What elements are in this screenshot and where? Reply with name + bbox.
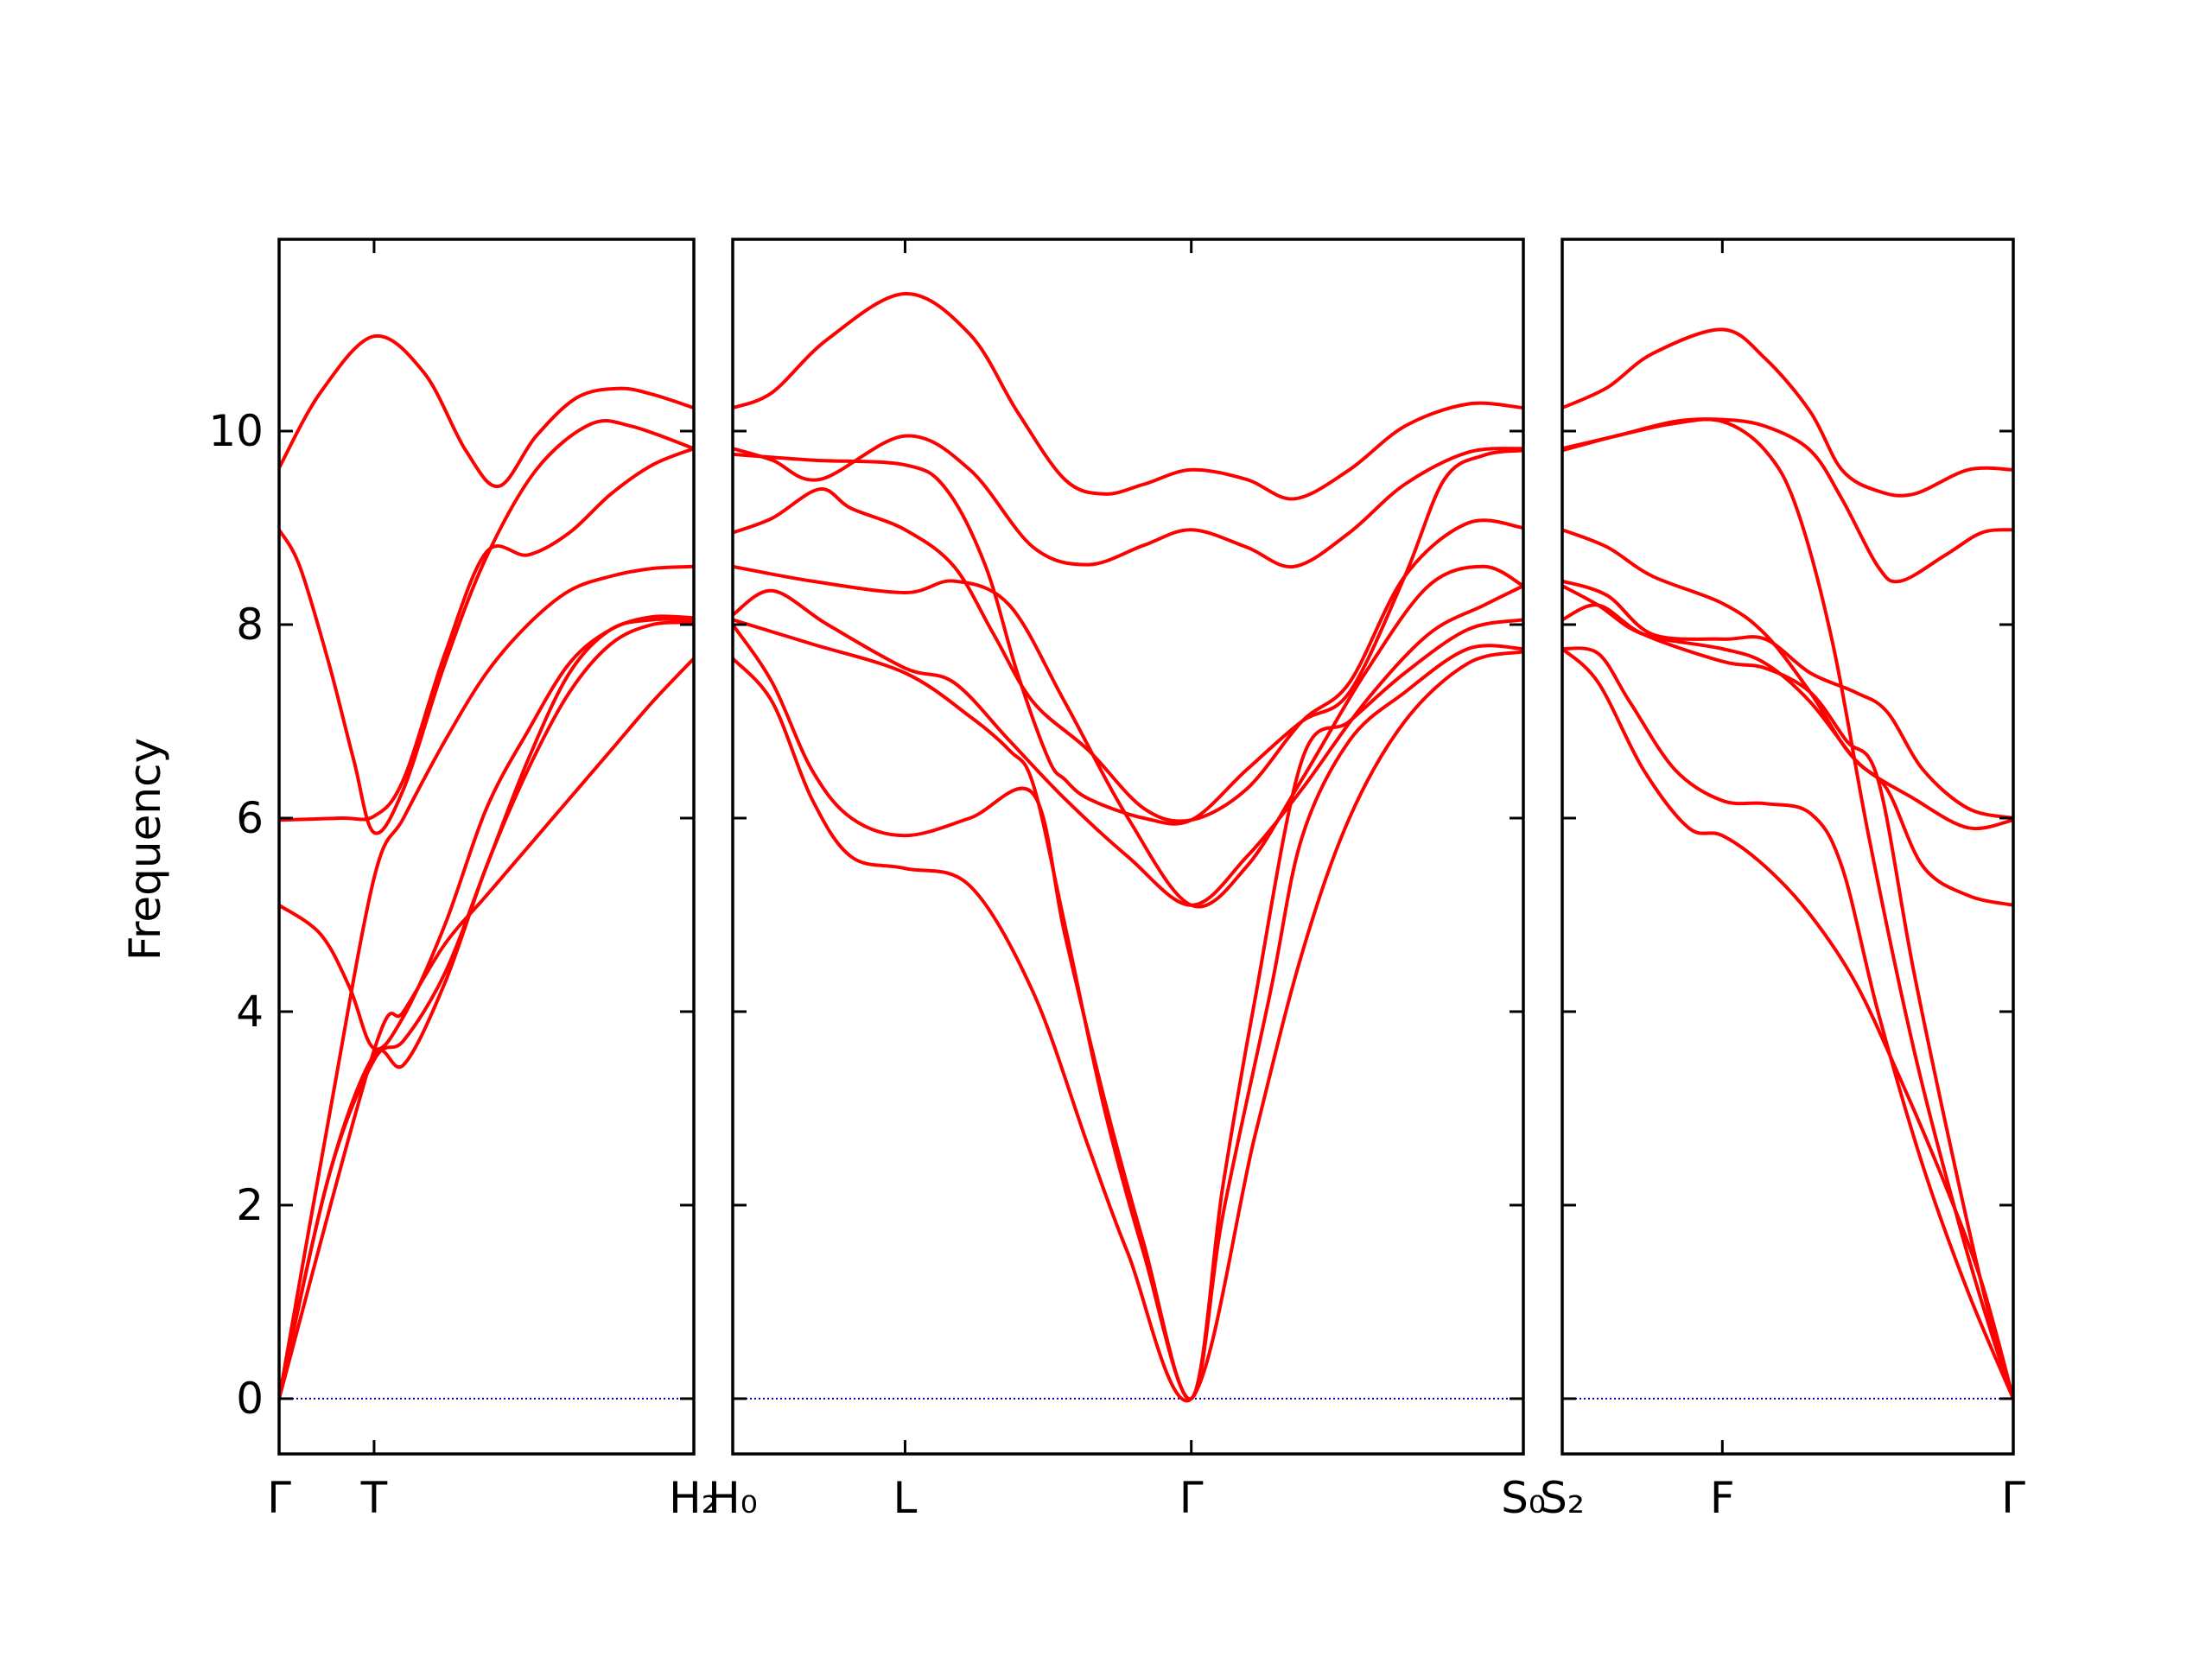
y-tick-label: 0 bbox=[236, 1374, 264, 1424]
phonon-band-line bbox=[733, 584, 1523, 907]
y-tick-label: 8 bbox=[236, 600, 264, 650]
phonon-band-line bbox=[279, 418, 694, 835]
phonon-band-line bbox=[1562, 528, 2013, 831]
x-tick-label: Γ bbox=[2001, 1473, 2025, 1523]
y-tick-label: 2 bbox=[236, 1180, 264, 1230]
panel-frame bbox=[1560, 238, 2015, 1456]
phonon-band-line bbox=[733, 618, 1523, 1401]
phonon-band-line bbox=[279, 447, 694, 822]
phonon-band-line bbox=[1562, 647, 2013, 1400]
y-tick-label: 4 bbox=[236, 987, 264, 1037]
x-tick-label: Γ bbox=[1179, 1473, 1204, 1523]
y-tick-label: 6 bbox=[236, 793, 264, 843]
phonon-band-line bbox=[733, 564, 1523, 909]
x-tick-label: S₀ bbox=[1501, 1473, 1546, 1523]
y-axis-label: Frequency bbox=[120, 738, 170, 961]
panel-frame bbox=[277, 238, 696, 1456]
y-tick-label: 10 bbox=[208, 406, 264, 456]
x-tick-label: T bbox=[360, 1473, 388, 1523]
x-tick-label: Γ bbox=[267, 1473, 291, 1523]
phonon-band-line bbox=[279, 657, 694, 1400]
x-tick-label: F bbox=[1710, 1473, 1735, 1523]
x-tick-label: H₀ bbox=[708, 1473, 758, 1523]
phonon-band-line bbox=[279, 620, 694, 1400]
phonon-band-line bbox=[1562, 327, 2013, 498]
phonon-band-line bbox=[279, 564, 694, 1400]
phonon-band-line bbox=[733, 291, 1523, 501]
phonon-band-line bbox=[1562, 417, 2013, 1400]
x-tick-label: H₂ bbox=[669, 1473, 719, 1523]
phonon-band-line bbox=[1562, 646, 2013, 1400]
phonon-band-line bbox=[279, 333, 694, 488]
panel-frame bbox=[731, 238, 1525, 1456]
x-tick-label: S₂ bbox=[1540, 1473, 1585, 1523]
phonon-band-line bbox=[733, 650, 1523, 1403]
x-tick-label: L bbox=[893, 1473, 918, 1523]
phonon-band-line bbox=[1562, 603, 2013, 1400]
phonon-band-line bbox=[1562, 579, 2013, 820]
